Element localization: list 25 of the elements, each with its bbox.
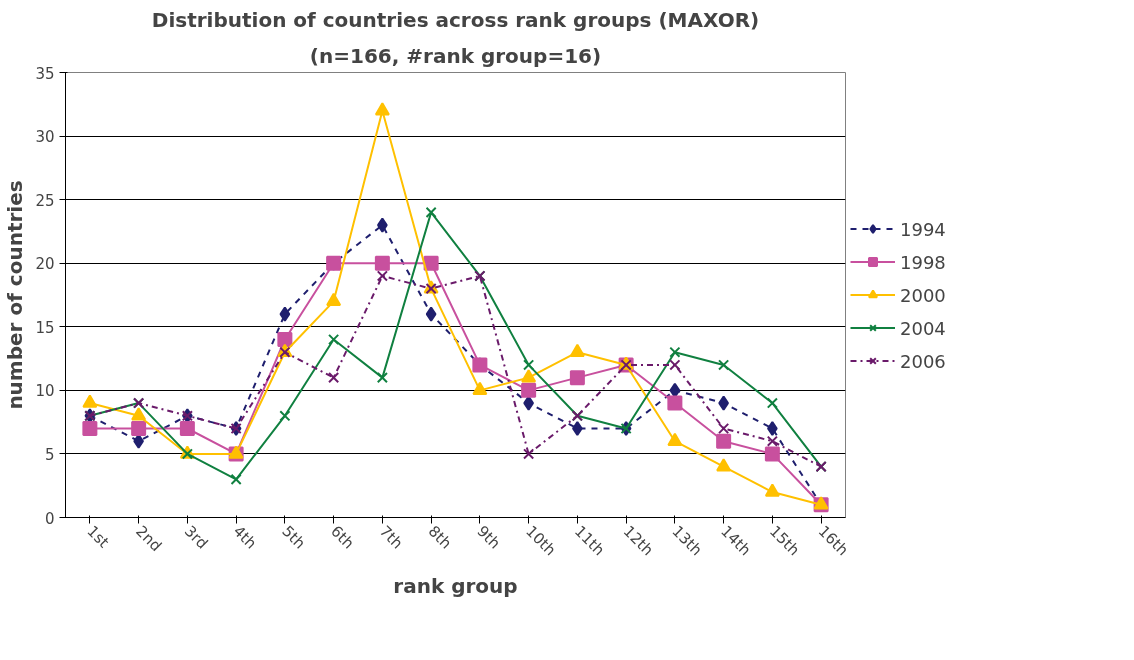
legend-label: 2000 <box>900 284 946 305</box>
x-tick-label: 9th <box>473 522 504 553</box>
y-tick-label: 35 <box>35 64 55 83</box>
legend-label: 1994 <box>900 218 946 239</box>
chart-subtitle: (n=166, #rank group=16) <box>309 43 602 68</box>
x-axis-title: rank group <box>393 573 518 598</box>
y-tick-label: 30 <box>35 128 55 147</box>
x-tick-label: 7th <box>376 522 407 553</box>
y-tick-label: 0 <box>44 509 55 528</box>
legend-label: 1998 <box>900 251 946 272</box>
y-tick-label: 5 <box>44 445 55 464</box>
x-tick-label: 8th <box>424 522 456 553</box>
y-tick-label: 25 <box>35 191 55 210</box>
x-tick-label: 3rd <box>181 522 212 553</box>
x-tick-label: 6th <box>327 522 358 553</box>
y-axis-title: number of countries <box>3 180 28 410</box>
legend-label: 2006 <box>900 350 946 371</box>
legend-label: 2004 <box>900 317 946 338</box>
y-tick-label: 10 <box>35 382 55 401</box>
chart-title: Distribution of countries across rank groups (MAXOR) <box>151 7 760 32</box>
x-tick-label: 4th <box>229 522 261 553</box>
x-tick-label: 1st <box>83 522 113 552</box>
x-tick-label: 5th <box>278 522 309 553</box>
y-tick-label: 15 <box>35 318 55 337</box>
y-tick-label: 20 <box>35 255 55 274</box>
